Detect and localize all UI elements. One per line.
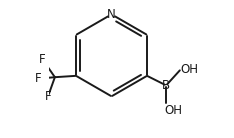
Text: F: F	[45, 90, 51, 103]
Text: F: F	[39, 53, 46, 66]
Text: B: B	[162, 79, 170, 92]
Text: N: N	[107, 8, 116, 21]
Text: OH: OH	[165, 104, 183, 117]
Text: F: F	[35, 72, 42, 85]
Text: OH: OH	[180, 63, 198, 76]
